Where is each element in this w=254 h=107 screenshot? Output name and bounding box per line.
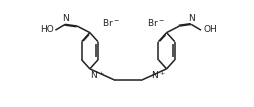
Text: N$^+$: N$^+$ bbox=[90, 69, 105, 81]
Text: OH: OH bbox=[203, 25, 217, 34]
Text: Br$^-$: Br$^-$ bbox=[147, 17, 165, 28]
Text: N: N bbox=[188, 14, 195, 23]
Text: N: N bbox=[62, 14, 69, 23]
Text: HO: HO bbox=[40, 25, 53, 34]
Text: N$^+$: N$^+$ bbox=[151, 69, 166, 81]
Text: Br$^-$: Br$^-$ bbox=[102, 17, 119, 28]
